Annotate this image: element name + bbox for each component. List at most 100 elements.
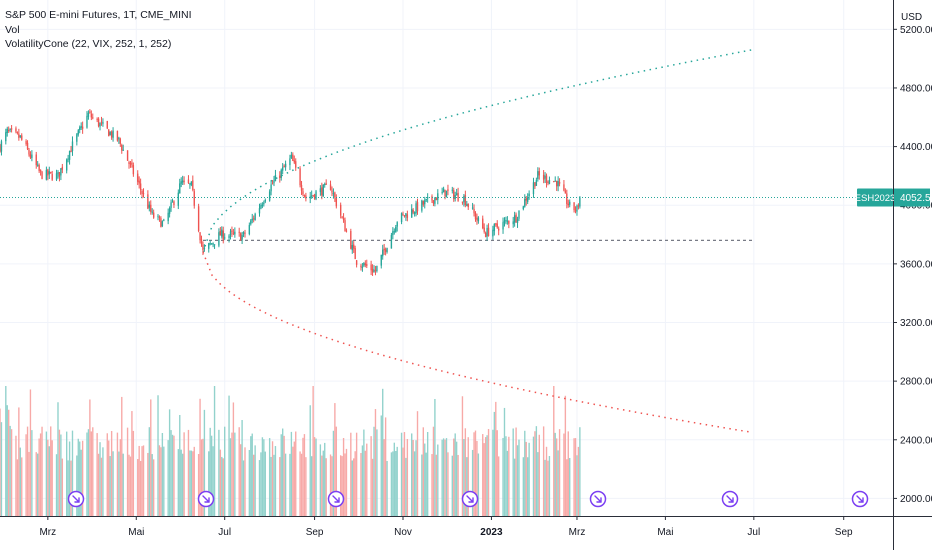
candle-body [219, 231, 222, 236]
volume-bar [321, 455, 323, 516]
candle-body [0, 141, 3, 152]
candle-body [405, 213, 407, 217]
candle-body [158, 216, 161, 218]
volume-bar [309, 405, 311, 516]
volume-bar [455, 441, 458, 516]
candle-body [87, 112, 90, 117]
volume-bar [426, 432, 429, 516]
volume-bar [332, 430, 335, 516]
candle-body [413, 212, 416, 214]
time-axis-tick-label: Mrz [39, 527, 56, 538]
candle-body [574, 210, 577, 212]
volume-bar [553, 386, 555, 516]
event-marker-icon[interactable] [67, 490, 85, 508]
volume-bar [432, 426, 435, 516]
volume-bar [68, 441, 71, 516]
volume-bar [393, 442, 395, 516]
volume-bar [373, 426, 375, 516]
candle-body [47, 169, 49, 176]
candle-body [573, 202, 575, 211]
candle-body [563, 184, 565, 191]
candle-body [119, 138, 122, 144]
event-marker-icon[interactable] [589, 490, 607, 508]
volume-bar [350, 432, 352, 516]
candle-body [383, 248, 385, 251]
volume-bar [132, 430, 135, 516]
candle-body [484, 232, 487, 238]
volume-bar [202, 438, 204, 516]
event-marker-icon[interactable] [461, 490, 479, 508]
candle-body [80, 126, 82, 128]
event-marker-icon[interactable] [851, 490, 869, 508]
volume-bar [189, 450, 191, 516]
volume-bar [251, 433, 253, 516]
candle-body [239, 233, 242, 241]
volume-bar [400, 432, 403, 516]
candle-body [353, 244, 355, 249]
event-marker-icon[interactable] [197, 490, 215, 508]
candle-body [528, 193, 530, 197]
volume-bar [364, 450, 367, 516]
volume-bar [567, 431, 569, 516]
time-axis-tick-label: Mai [657, 527, 673, 538]
candle-body [8, 129, 10, 131]
symbol-title[interactable]: S&P 500 E-mini Futures, 1T, CME_MINI [5, 9, 192, 21]
volume-bar [112, 451, 114, 516]
volume-bar [483, 443, 485, 516]
volume-indicator-label[interactable]: Vol [5, 23, 20, 36]
candle-body [341, 216, 343, 218]
chart-legend: S&P 500 E-mini Futures, 1T, CME_MINI Vol… [5, 8, 192, 52]
candle-body [110, 131, 113, 138]
price-axis-tick-label: 3600.00 [900, 259, 932, 270]
event-marker-icon[interactable] [721, 490, 739, 508]
volume-bar [392, 451, 394, 516]
candle-body [579, 197, 581, 207]
volume-bar [466, 457, 468, 516]
volume-bar [41, 426, 43, 516]
candle-body [380, 254, 382, 266]
candle-body [415, 203, 417, 214]
volume-bar [273, 454, 275, 516]
candle-body [210, 243, 213, 245]
candle-body [402, 213, 404, 215]
candle-body [310, 195, 313, 197]
candle-body [31, 154, 33, 158]
volume-bar [437, 444, 439, 516]
candle-body [197, 206, 200, 232]
candle-body [270, 184, 272, 192]
candle-body [434, 197, 436, 204]
candle-body [222, 230, 224, 240]
candle-body [260, 204, 262, 209]
volume-bar [219, 449, 222, 516]
volume-bar [505, 436, 507, 516]
volume-bar [415, 440, 417, 516]
candle-body [132, 165, 135, 175]
volume-bar [231, 432, 233, 516]
volume-bar [31, 430, 33, 516]
volume-bar [102, 447, 104, 516]
candle-body [396, 222, 398, 227]
volume-bar [518, 439, 520, 516]
volume-bar [345, 448, 348, 516]
volume-bar [515, 427, 517, 516]
candle-body [61, 166, 64, 170]
volume-bar [87, 429, 90, 516]
volume-bar [558, 429, 561, 516]
volume-bar [424, 443, 426, 516]
volume-bar [537, 452, 539, 516]
volume-bar [528, 442, 530, 516]
volume-bar [573, 438, 575, 516]
candle-body [9, 128, 11, 130]
candle-body [171, 201, 174, 203]
candle-body [426, 196, 429, 199]
candle-body [16, 132, 19, 134]
candle-body [121, 145, 123, 151]
candle-body [241, 235, 243, 240]
price-axis-tick-label: 5200.00 [900, 25, 932, 36]
volume-bar [5, 386, 7, 516]
candle-body [557, 181, 559, 187]
event-marker-icon[interactable] [327, 490, 345, 508]
candle-body [292, 154, 294, 161]
volatility-cone-label[interactable]: VolatilityCone (22, VIX, 252, 1, 252) [5, 38, 172, 50]
